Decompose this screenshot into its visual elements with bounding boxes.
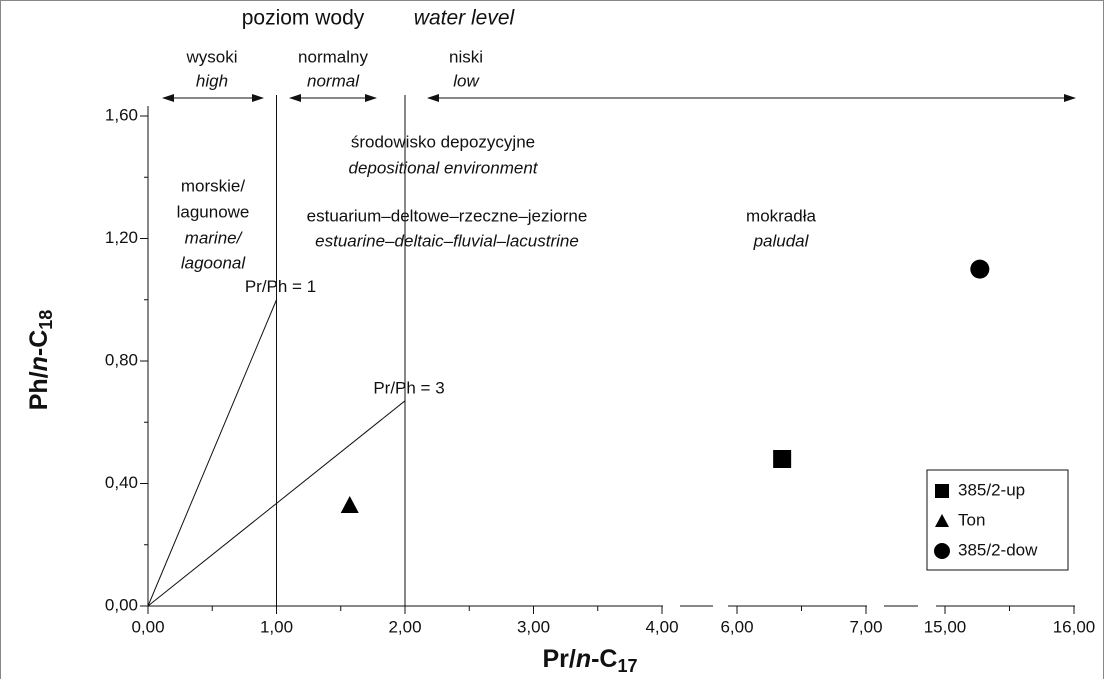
level-en: low xyxy=(453,71,480,90)
env-title-pl: środowisko depozycyjne xyxy=(351,132,535,151)
ratio-line xyxy=(147,299,277,607)
point xyxy=(773,450,792,468)
env-en: paludal xyxy=(753,231,810,250)
label-part: -C xyxy=(591,645,617,673)
header-en: water level xyxy=(414,7,516,30)
level-en: high xyxy=(196,71,228,90)
env-pl: estuarium–deltowe–rzeczne–jeziorne xyxy=(307,206,588,225)
label-part: -C xyxy=(25,330,53,356)
env-title-en: depositional environment xyxy=(348,158,538,177)
x-tick-label: 3,00 xyxy=(517,617,550,636)
legend-marker xyxy=(935,484,949,498)
x-axis-label: Pr/n-C17 xyxy=(542,645,637,676)
x-tick-label: 0,00 xyxy=(131,617,164,636)
point xyxy=(970,259,990,279)
x-tick-label: 2,00 xyxy=(388,617,421,636)
x-tick-label: 15,00 xyxy=(924,617,967,636)
label-part: Ph/ xyxy=(25,371,53,410)
level-pl: niski xyxy=(449,47,483,66)
point xyxy=(340,495,359,513)
label-part: 17 xyxy=(618,656,638,676)
env-en: lagoonal xyxy=(181,253,247,272)
env-en: marine/ xyxy=(185,228,244,247)
legend-marker xyxy=(934,543,950,559)
legend-marker xyxy=(935,514,949,527)
label-part: n xyxy=(25,356,53,371)
x-tick-label: 4,00 xyxy=(645,617,678,636)
label-part: Pr/ xyxy=(542,645,575,673)
x-tick-label: 6,00 xyxy=(720,617,753,636)
label-part: 18 xyxy=(36,310,56,330)
ratio-label: Pr/Ph = 1 xyxy=(245,277,316,296)
ratio-line xyxy=(147,400,406,607)
y-axis-label: Ph/n-C18 xyxy=(25,310,56,411)
label-part: n xyxy=(576,645,591,673)
y-tick-label: 0,80 xyxy=(105,350,138,369)
level-pl: wysoki xyxy=(185,47,237,66)
x-tick-label: 1,00 xyxy=(260,617,293,636)
x-tick-label: 7,00 xyxy=(849,617,882,636)
y-tick-label: 0,00 xyxy=(105,595,138,614)
env-pl: morskie/ xyxy=(181,176,246,195)
level-pl: normalny xyxy=(298,47,368,66)
env-pl: lagunowe xyxy=(177,202,250,221)
y-tick-label: 0,40 xyxy=(105,473,138,492)
level-en: normal xyxy=(307,71,360,90)
env-en: estuarine–deltaic–fluvial–lacustrine xyxy=(315,231,579,250)
legend-label: Ton xyxy=(958,510,985,529)
env-pl: mokradła xyxy=(746,206,816,225)
legend-label: 385/2-dow xyxy=(958,540,1038,559)
legend-label: 385/2-up xyxy=(958,480,1025,499)
x-tick-label: 16,00 xyxy=(1053,617,1096,636)
y-tick-label: 1,20 xyxy=(105,228,138,247)
y-tick-label: 1,60 xyxy=(105,105,138,124)
ratio-label: Pr/Ph = 3 xyxy=(373,378,444,397)
header-pl: poziom wody xyxy=(242,7,365,30)
legend-box xyxy=(926,469,1069,571)
